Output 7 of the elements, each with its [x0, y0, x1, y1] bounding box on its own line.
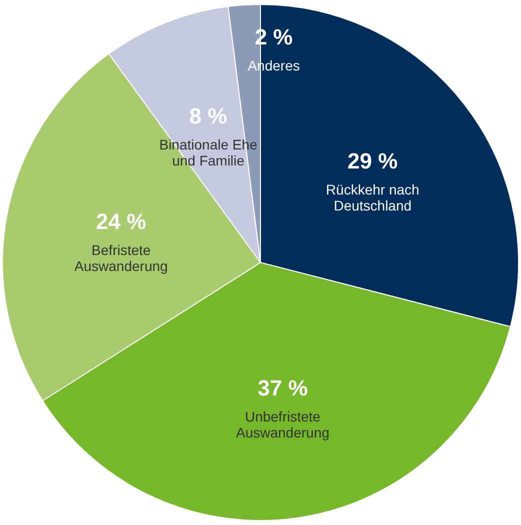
- data-label: 29 %: [348, 148, 398, 174]
- slice-label: Rückkehr nach Deutschland: [326, 182, 420, 214]
- slice-label: Befristete Auswanderung: [74, 242, 168, 274]
- data-label: 24 %: [96, 208, 146, 234]
- data-label: 37 %: [258, 376, 308, 401]
- slice-label: Unbefristete Auswanderung: [236, 408, 330, 441]
- data-label: 8 %: [189, 104, 228, 129]
